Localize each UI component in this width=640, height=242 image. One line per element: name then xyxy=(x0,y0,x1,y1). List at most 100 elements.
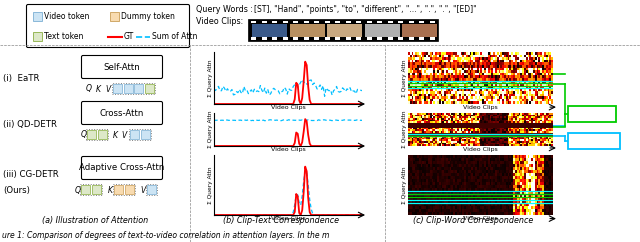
X-axis label: Video Clips: Video Clips xyxy=(271,216,305,221)
Bar xyxy=(377,37,382,39)
Bar xyxy=(141,130,150,139)
Bar xyxy=(113,184,134,195)
Bar xyxy=(33,32,42,41)
Text: (Ours): (Ours) xyxy=(3,186,30,195)
Bar xyxy=(113,84,122,93)
Text: (iii) CG-DETR: (iii) CG-DETR xyxy=(3,171,59,180)
Bar xyxy=(81,185,90,194)
Bar xyxy=(324,37,330,39)
Bar xyxy=(387,21,392,23)
Bar xyxy=(86,129,108,140)
Bar xyxy=(356,37,361,39)
Bar xyxy=(327,23,362,37)
Bar xyxy=(408,21,413,23)
Bar xyxy=(112,83,154,94)
Bar xyxy=(251,37,256,39)
Text: Dummy token: Dummy token xyxy=(121,12,175,21)
Bar xyxy=(398,21,403,23)
Bar xyxy=(87,130,96,139)
Bar xyxy=(147,185,156,194)
Bar xyxy=(568,133,620,149)
Bar xyxy=(324,21,330,23)
X-axis label: Video Clips: Video Clips xyxy=(463,105,498,110)
Text: [ST], "Hand", "points", "to", "different", "...", ".", ".", "[ED]": [ST], "Hand", "points", "to", "different… xyxy=(254,5,477,14)
Text: ure 1: Comparison of degrees of text-to-video correlation in attention layers. I: ure 1: Comparison of degrees of text-to-… xyxy=(2,231,330,240)
Bar xyxy=(568,106,616,122)
FancyBboxPatch shape xyxy=(81,101,163,124)
Text: Video Clips:: Video Clips: xyxy=(196,17,243,26)
Bar xyxy=(97,130,106,139)
Y-axis label: Σ Query Attn: Σ Query Attn xyxy=(207,59,212,97)
Y-axis label: Σ Query Attn: Σ Query Attn xyxy=(402,111,406,148)
Bar xyxy=(134,84,143,93)
Bar xyxy=(92,185,100,194)
FancyBboxPatch shape xyxy=(81,157,163,180)
Bar xyxy=(365,23,399,37)
Bar xyxy=(303,37,308,39)
Text: $V$: $V$ xyxy=(105,83,113,94)
Text: $Q$: $Q$ xyxy=(80,129,88,141)
Text: (i)  EaTR: (i) EaTR xyxy=(3,75,40,83)
Text: $K$: $K$ xyxy=(107,184,115,195)
Y-axis label: Σ Query Attn: Σ Query Attn xyxy=(207,111,212,148)
Bar xyxy=(124,84,132,93)
Bar xyxy=(367,37,371,39)
X-axis label: Video Clips: Video Clips xyxy=(271,147,305,152)
Text: GT: GT xyxy=(124,32,134,41)
Text: $Q$: $Q$ xyxy=(74,183,82,196)
Bar xyxy=(146,184,157,195)
Text: (a) Illustration of Attention: (a) Illustration of Attention xyxy=(42,216,148,225)
Bar xyxy=(248,19,438,41)
Bar xyxy=(282,37,287,39)
Bar xyxy=(408,37,413,39)
Bar xyxy=(272,37,277,39)
Bar xyxy=(356,21,361,23)
Bar xyxy=(398,37,403,39)
Bar xyxy=(293,37,298,39)
Bar xyxy=(262,21,266,23)
Bar xyxy=(377,21,382,23)
Bar xyxy=(262,37,266,39)
Y-axis label: Σ Query Attn: Σ Query Attn xyxy=(207,166,212,204)
X-axis label: Video Clips: Video Clips xyxy=(463,147,498,152)
Text: $K$: $K$ xyxy=(95,83,102,94)
Bar xyxy=(429,37,435,39)
Bar xyxy=(419,21,424,23)
Bar xyxy=(402,23,437,37)
Text: Video token: Video token xyxy=(44,12,90,21)
Bar xyxy=(303,21,308,23)
Bar xyxy=(130,130,139,139)
Text: $V$: $V$ xyxy=(121,129,129,140)
Text: "Hand": "Hand" xyxy=(578,109,606,119)
FancyBboxPatch shape xyxy=(26,5,189,47)
Bar xyxy=(80,184,102,195)
Bar xyxy=(293,21,298,23)
Bar xyxy=(429,21,435,23)
Bar xyxy=(335,21,340,23)
Text: Text token: Text token xyxy=(44,32,83,41)
Text: Cross-Attn: Cross-Attn xyxy=(100,108,144,118)
Bar xyxy=(335,37,340,39)
X-axis label: Video Clips: Video Clips xyxy=(463,216,498,221)
Bar xyxy=(129,129,150,140)
Bar xyxy=(367,21,371,23)
Bar xyxy=(110,12,119,21)
Bar xyxy=(272,21,277,23)
Text: Sum of Attn: Sum of Attn xyxy=(152,32,197,41)
Bar xyxy=(419,37,424,39)
Bar xyxy=(314,21,319,23)
Bar xyxy=(314,37,319,39)
Y-axis label: Σ Query Attn: Σ Query Attn xyxy=(402,166,406,204)
Bar xyxy=(145,84,154,93)
Bar xyxy=(251,21,256,23)
Text: $Q$: $Q$ xyxy=(85,83,93,94)
Text: Adaptive Cross-Attn: Adaptive Cross-Attn xyxy=(79,164,164,173)
Bar xyxy=(387,37,392,39)
Bar xyxy=(346,21,351,23)
X-axis label: Video Clips: Video Clips xyxy=(271,105,305,110)
Bar xyxy=(252,23,287,37)
Bar xyxy=(282,21,287,23)
Text: Self-Attn: Self-Attn xyxy=(104,62,140,71)
Bar xyxy=(33,12,42,21)
Bar xyxy=(125,185,134,194)
